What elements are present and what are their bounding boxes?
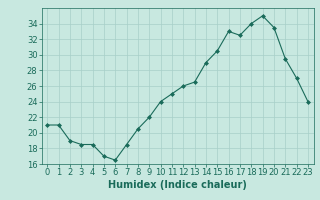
- X-axis label: Humidex (Indice chaleur): Humidex (Indice chaleur): [108, 180, 247, 190]
